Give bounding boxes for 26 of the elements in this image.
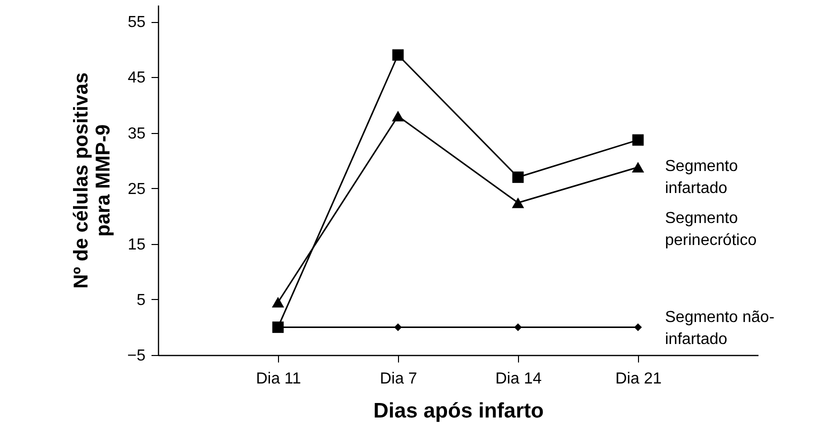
point — [512, 172, 524, 183]
series-label: Segmento infartado — [665, 158, 738, 197]
y-tick-label: 5 — [136, 292, 146, 309]
point — [272, 296, 284, 308]
series-label: Segmento não-infartado — [665, 309, 774, 348]
y-tick-label: 35 — [128, 125, 146, 142]
y-tick-label: 55 — [128, 14, 146, 32]
point — [512, 197, 524, 208]
x-tick-label: Dia 7 — [380, 370, 418, 388]
y-tick-label: −5 — [127, 348, 146, 364]
x-tick-label: Dia 21 — [615, 370, 662, 388]
point — [392, 110, 404, 122]
text: Segmento perinecrótico — [665, 210, 757, 250]
point — [634, 323, 642, 332]
point — [632, 162, 644, 173]
x-tick-label: Dia 14 — [495, 370, 542, 388]
y-tick-label: 45 — [128, 70, 146, 87]
point — [392, 49, 404, 61]
y-tick-label: 25 — [128, 180, 146, 198]
point — [394, 323, 402, 332]
y-axis-title: Nº de células positivas para MMP-9 — [70, 72, 114, 289]
y-tick-label: 15 — [128, 236, 146, 254]
x-axis-title: Dias após infarto — [373, 400, 544, 422]
point — [514, 323, 522, 332]
point — [632, 134, 644, 146]
x-tick-label: Dia 11 — [256, 370, 302, 388]
